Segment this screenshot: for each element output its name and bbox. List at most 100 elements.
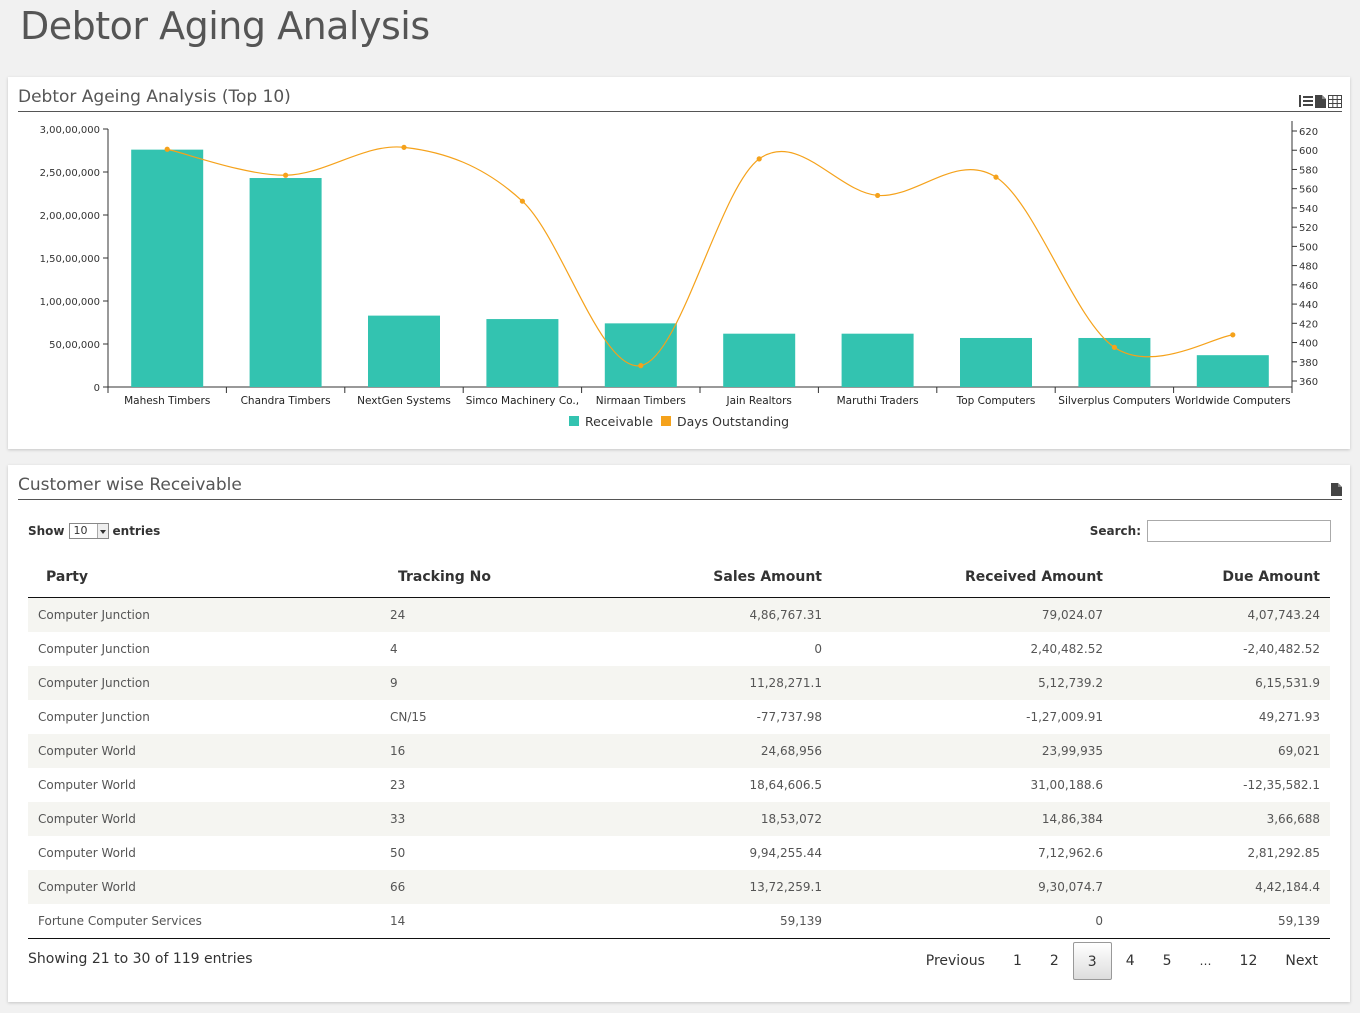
chevron-down-icon [96,524,108,538]
pagination-page-3[interactable]: 3 [1072,942,1112,980]
table-cell: Fortune Computer Services [28,904,380,939]
table-row: Computer Junction 9 11,28,271.1 5,12,739.2 6… [28,666,1330,700]
table-cell: -12,35,582.1 [1243,778,1320,792]
table-cell: 2,81,292.85 [1247,846,1320,860]
column-header-party[interactable]: Party [28,557,380,598]
y-left-tick-label: 50,00,000 [49,340,100,351]
table-cell: 14,86,384 [832,802,1113,836]
bar-receivable [723,333,796,387]
days-outstanding-point [993,174,999,180]
table-row: Computer World 23 18,64,606.5 31,00,188.6 -1… [28,768,1330,802]
table-cell: 5,12,739.2 [832,666,1113,700]
table-cell: Computer Junction [38,642,150,656]
legend-swatch-receivable [569,416,579,426]
table-cell: 4,42,184.4 [1113,870,1330,904]
x-tick-label: NextGen Systems [357,395,451,407]
column-header-due-amount[interactable]: Due Amount [1113,557,1330,598]
page-length-select[interactable]: 10 [68,523,109,539]
column-header-received-amount[interactable]: Received Amount [832,557,1113,598]
y-right-tick-label: 480 [1299,262,1318,273]
pagination-previous-button[interactable]: Previous [925,953,985,969]
table-row: Computer World 66 13,72,259.1 9,30,074.7 4,4… [28,870,1330,904]
x-tick-label: Simco Machinery Co., [466,395,579,407]
table-header-row: Party Tracking No Sales Amount Received Amo… [28,557,1330,598]
y-right-tick-label: 560 [1299,185,1318,196]
table-cell: 4,07,743.24 [1113,597,1330,632]
y-left-tick-label: 2,00,00,000 [40,211,100,222]
table-cell: 4,86,767.31 [594,597,832,632]
document-icon[interactable] [1331,483,1342,496]
pagination-page-4[interactable]: 4 [1125,953,1135,969]
chart-panel-header: Debtor Ageing Analysis (Top 10) [18,87,1342,112]
bar-receivable [841,333,914,387]
bar-receivable [249,178,322,387]
table-cell: 50 [390,846,406,860]
table-row: Fortune Computer Services 14 59,139 0 59,139 [28,904,1330,939]
days-outstanding-point [519,198,525,204]
days-outstanding-point [401,144,407,150]
search-control: Search: [1090,520,1331,542]
y-left-tick-label: 1,50,00,000 [40,254,100,265]
table-cell: 23 [390,778,406,792]
column-header-sales-amount[interactable]: Sales Amount [594,557,832,598]
search-input[interactable] [1147,520,1331,542]
legend-swatch-days-outstanding [661,416,671,426]
table-cell: 69,021 [1113,734,1330,768]
bar-receivable [1196,355,1269,387]
x-tick-label: Maruthi Traders [837,395,919,407]
legend-label-days-outstanding: Days Outstanding [677,414,789,429]
table-cell: Computer World [38,846,136,860]
table-row: Computer World 50 9,94,255.44 7,12,962.6 2,8… [28,836,1330,870]
table-cell: 18,64,606.5 [749,778,822,792]
pagination-page-5[interactable]: 5 [1162,953,1172,969]
table-cell: 11,28,271.1 [594,666,832,700]
table-panel: Customer wise Receivable Show 10 entries… [8,465,1350,1002]
table-cell: 16 [380,734,594,768]
days-outstanding-point [1230,332,1236,338]
page-length-value: 10 [73,524,88,537]
table-cell: 33 [380,802,594,836]
debtor-ageing-chart: 0 50,00,000 1,00,00,000 1,50,00,000 2,00,00,… [40,121,1318,429]
table-cell: Computer World [28,870,380,904]
table-cell: 59,139 [594,904,832,939]
days-outstanding-point [875,192,881,199]
entries-label: entries [112,524,161,538]
pagination-page-12[interactable]: 12 [1239,953,1258,969]
table-cell: 0 [814,642,822,656]
x-tick-label: Top Computers [956,395,1036,407]
days-outstanding-point [756,156,762,162]
column-header-tracking-no[interactable]: Tracking No [380,557,594,598]
document-icon[interactable] [1315,95,1326,108]
pagination-page-2[interactable]: 2 [1049,953,1059,969]
table-cell: Computer Junction [38,710,150,724]
legend-label-receivable: Receivable [585,414,653,429]
table-row: Computer Junction 24 4,86,767.31 79,024.07 4… [28,597,1330,632]
days-outstanding-point [283,172,289,178]
x-tick-label: Jain Realtors [725,395,791,407]
pagination-page-1[interactable]: 1 [1012,953,1022,969]
table-cell: 59,139 [1113,904,1330,939]
y-right-tick-label: 440 [1299,300,1318,311]
table-row: Computer Junction 4 0 2,40,482.52 -2,40,482.… [28,632,1330,666]
days-outstanding-point [164,146,170,152]
bar-receivable [604,323,677,387]
page-title: Debtor Aging Analysis [20,4,430,48]
table-cell: Computer World [38,778,136,792]
table-cell: 79,024.07 [832,597,1113,632]
table-cell: 14 [380,904,594,939]
y-right-tick-label: 380 [1299,358,1318,369]
list-icon[interactable] [1299,95,1313,108]
chart-panel: Debtor Ageing Analysis (Top 10) [8,77,1350,449]
y-left-tick-label: 1,00,00,000 [40,297,100,308]
table-cell: -1,27,009.91 [1026,710,1103,724]
show-label: Show [28,524,65,538]
grid-icon[interactable] [1328,95,1342,108]
table-cell: 13,72,259.1 [594,870,832,904]
page-length-control: Show 10 entries [28,523,160,539]
y-right-tick-label: 360 [1299,377,1318,388]
table-cell: -2,40,482.52 [1243,642,1320,656]
table-cell: 2,40,482.52 [1030,642,1103,656]
receivable-table: Party Tracking No Sales Amount Received Amo… [28,557,1330,939]
pagination-next-button[interactable]: Next [1285,953,1318,969]
y-left-tick-label: 3,00,00,000 [40,125,100,136]
